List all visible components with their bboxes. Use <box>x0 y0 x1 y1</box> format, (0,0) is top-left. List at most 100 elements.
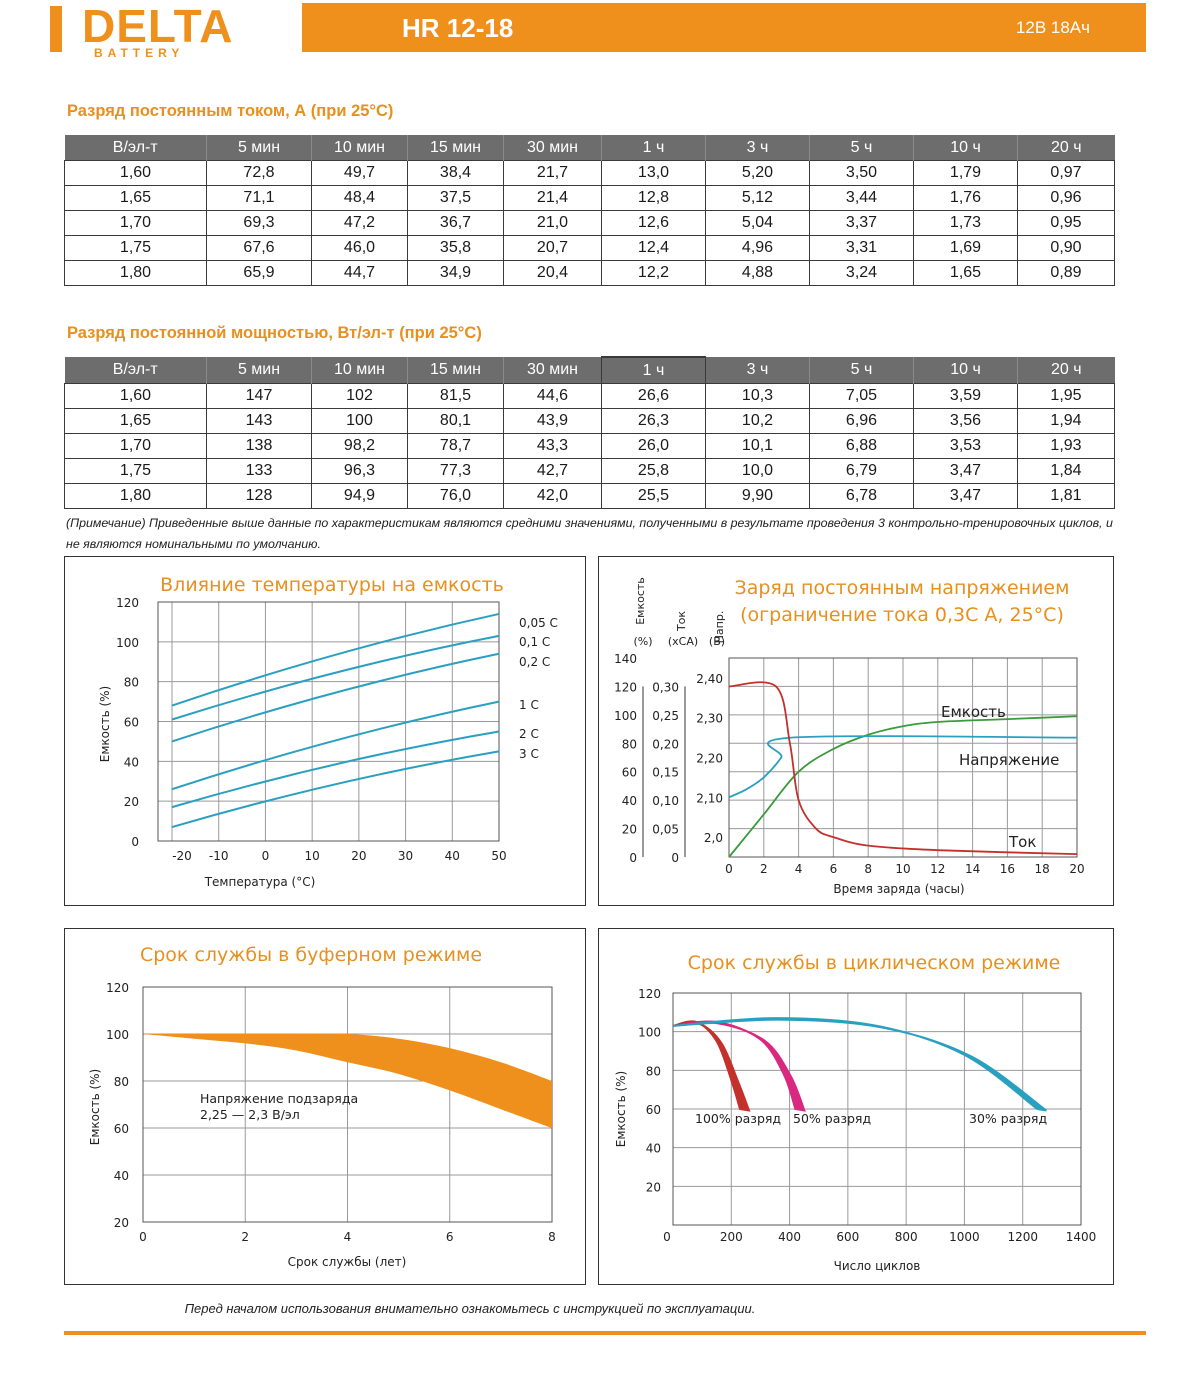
power-table-cell: 10,3 <box>705 383 810 409</box>
current-table-cell: 67,6 <box>206 235 312 261</box>
capacity-tick-label: 0 <box>629 851 637 865</box>
current-table-cell: 3,44 <box>809 185 914 211</box>
power-table-cell: 1,60 <box>64 383 207 409</box>
x-tick-label: 200 <box>720 1230 743 1244</box>
float-life-panel: Срок службы в буферном режиме 0 2 4 6 8 20 40 60… <box>64 928 586 1285</box>
y-tick-label: 60 <box>124 716 139 730</box>
power-table-cell: 100 <box>311 408 408 434</box>
current-table-cell: 3,37 <box>809 210 914 236</box>
x-tick-label: 0 <box>262 849 270 863</box>
power-table-title: Разряд постоянной мощностью, Вт/эл-т (пр… <box>67 324 482 342</box>
capacity-axis-title: Емкость <box>634 577 647 625</box>
charge-voltage-chart: Заряд постоянным напряжением (ограничение… <box>614 577 1085 896</box>
power-table-cell: 133 <box>206 458 312 484</box>
capacity-tick-label: 120 <box>614 680 637 694</box>
power-table-cell: 1,80 <box>64 483 207 509</box>
series-label: Ток <box>1008 833 1036 851</box>
capacity-tick-label: 20 <box>622 823 637 837</box>
power-table-cell: 42,0 <box>503 483 602 509</box>
current-table-cell: 44,7 <box>311 260 408 286</box>
series-line <box>171 612 500 707</box>
x-axis-label: Срок службы (лет) <box>288 1255 407 1269</box>
power-table-cell: 128 <box>206 483 312 509</box>
power-table-cell: 138 <box>206 433 312 459</box>
current-tick-label: 0,25 <box>652 709 679 723</box>
current-table-cell: 34,9 <box>407 260 504 286</box>
current-axis-unit: (хСА) <box>668 635 698 648</box>
current-tick-label: 0,20 <box>652 737 679 751</box>
current-header-cell: 5 ч <box>809 135 914 161</box>
current-table-cell: 3,31 <box>809 235 914 261</box>
current-axis-title: Ток <box>675 611 688 632</box>
current-header-cell: 10 ч <box>913 135 1018 161</box>
current-table-cell: 1,79 <box>913 160 1018 186</box>
temperature-capacity-chart: Влияние температуры на емкость -20 -10 0 10 2… <box>98 574 558 889</box>
x-tick-label: 6 <box>446 1230 454 1244</box>
power-table-cell: 77,3 <box>407 458 504 484</box>
x-tick-label: 0 <box>725 862 733 876</box>
current-table-cell: 49,7 <box>311 160 408 186</box>
x-tick-label: 1200 <box>1007 1230 1038 1244</box>
plot-frame <box>728 657 1078 858</box>
x-tick-label: 10 <box>895 862 910 876</box>
current-table-cell: 4,88 <box>705 260 810 286</box>
capacity-axis-unit: (%) <box>633 635 652 648</box>
series-line <box>171 700 500 791</box>
current-table-cell: 37,5 <box>407 185 504 211</box>
power-table-cell: 1,75 <box>64 458 207 484</box>
x-tick-label: 4 <box>344 1230 352 1244</box>
current-table-cell: 5,12 <box>705 185 810 211</box>
x-tick-label: 0 <box>139 1230 147 1244</box>
voltage-tick-label: 2,0 <box>704 831 723 845</box>
current-header-cell: В/эл-т <box>64 135 207 161</box>
voltage-tick-label: 2,20 <box>696 752 723 766</box>
current-table-cell: 21,4 <box>503 185 602 211</box>
series-label: 50% разряд <box>793 1111 871 1126</box>
power-table-cell: 6,79 <box>809 458 914 484</box>
footer-note: Перед началом использования внимательно … <box>184 1301 756 1316</box>
x-axis-label: Время заряда (часы) <box>833 882 964 896</box>
current-table-cell: 1,76 <box>913 185 1018 211</box>
power-table-cell: 42,7 <box>503 458 602 484</box>
power-table-cell: 10,2 <box>705 408 810 434</box>
y-tick-label: 120 <box>116 596 139 610</box>
float-life-band <box>143 1033 552 1128</box>
current-table-cell: 1,65 <box>913 260 1018 286</box>
model-spec: 12В 18Ач <box>1015 18 1090 37</box>
annotation-line: Напряжение подзаряда <box>200 1091 358 1106</box>
power-table-cell: 44,6 <box>503 383 602 409</box>
x-tick-label: -20 <box>172 849 192 863</box>
capacity-tick-label: 40 <box>622 794 637 808</box>
power-header-cell: В/эл-т <box>64 357 207 384</box>
current-table-cell: 1,65 <box>64 185 207 211</box>
capacity-tick-label: 100 <box>614 709 637 723</box>
y-tick-label: 0 <box>131 835 139 849</box>
y-tick-label: 100 <box>638 1026 661 1040</box>
current-table-cell: 47,2 <box>311 210 408 236</box>
current-table-cell: 0,97 <box>1017 160 1115 186</box>
current-table-cell: 38,4 <box>407 160 504 186</box>
x-tick-label: 1000 <box>949 1230 980 1244</box>
chart-title: Заряд постоянным напряжением <box>735 577 1070 599</box>
current-table-cell: 71,1 <box>206 185 312 211</box>
current-table-cell: 48,4 <box>311 185 408 211</box>
power-table-cell: 1,70 <box>64 433 207 459</box>
power-table-cell: 26,0 <box>601 433 706 459</box>
current-table-cell: 12,4 <box>601 235 706 261</box>
voltage-axis-unit: (В) <box>709 635 725 648</box>
current-table-cell: 4,96 <box>705 235 810 261</box>
y-tick-label: 40 <box>114 1169 129 1183</box>
series-line <box>171 750 500 829</box>
current-table-cell: 3,50 <box>809 160 914 186</box>
current-table-row: 1,75 67,6 46,0 35,8 20,7 12,4 4,96 3,31 1,69 0,90 <box>64 235 1115 261</box>
x-axis-label: Температура (°С) <box>204 875 316 889</box>
current-header-cell: 15 мин <box>407 135 504 161</box>
power-header-cell: 15 мин <box>407 357 504 384</box>
current-table-cell: 46,0 <box>311 235 408 261</box>
cycle-life-chart: Срок службы в циклическом режиме 0 200 400 6… <box>614 952 1096 1273</box>
current-table-cell: 0,95 <box>1017 210 1115 236</box>
current-table-cell: 21,7 <box>503 160 602 186</box>
current-table-cell: 5,20 <box>705 160 810 186</box>
power-table-cell: 3,47 <box>913 483 1018 509</box>
